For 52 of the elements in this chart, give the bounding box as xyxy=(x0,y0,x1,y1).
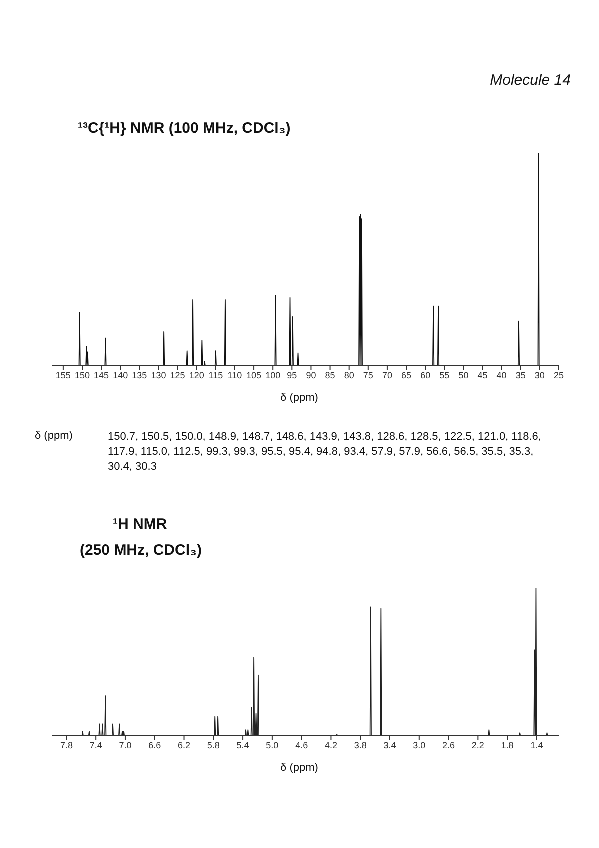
x-tick-label: 30 xyxy=(534,370,545,380)
x-tick-label: 85 xyxy=(325,370,336,380)
x-tick-label: 1.8 xyxy=(501,740,514,750)
x-tick-label: 135 xyxy=(132,370,148,380)
x-tick-label: 90 xyxy=(306,370,316,380)
x-tick-label: 5.8 xyxy=(207,740,220,750)
x-tick-label: 45 xyxy=(478,370,488,380)
x-axis-title: δ (ppm) xyxy=(280,762,320,774)
x-tick-label: 5.0 xyxy=(266,740,279,750)
x-tick-label: 120 xyxy=(189,370,204,380)
x-tick-label: 65 xyxy=(402,370,412,380)
x-tick-label: 7.0 xyxy=(119,740,132,750)
x-tick-label: 155 xyxy=(56,370,71,380)
x-tick-label: 6.6 xyxy=(148,740,162,750)
chart-title: ¹³C{¹H} NMR (100 MHz, CDCl₃) xyxy=(78,120,291,137)
text: Molecule 14 xyxy=(490,72,571,89)
x-tick-label: 105 xyxy=(246,370,262,380)
x-tick-label: 3.8 xyxy=(354,740,367,750)
x-tick-label: 60 xyxy=(420,370,431,380)
x-tick-label: 3.4 xyxy=(384,740,396,750)
x-tick-label: 150 xyxy=(74,370,90,380)
x-tick-label: 4.2 xyxy=(324,740,338,750)
text: δ (ppm) xyxy=(35,430,73,442)
x-tick-label: 40 xyxy=(496,370,507,380)
x-tick-label: 6.2 xyxy=(178,740,191,750)
x-tick-label: 95 xyxy=(287,370,298,380)
x-tick-label: 70 xyxy=(382,370,392,380)
x-tick-label: 145 xyxy=(94,370,110,380)
x-tick-label: 2.2 xyxy=(472,740,484,750)
x-tick-label: 50 xyxy=(458,370,469,380)
x-tick-label: 140 xyxy=(113,370,128,380)
x-tick-label: 35 xyxy=(516,370,526,380)
x-tick-label: 55 xyxy=(440,370,450,380)
x-tick-label: 80 xyxy=(344,370,354,380)
x-tick-label: 3.0 xyxy=(413,740,426,750)
x-tick-label: 100 xyxy=(266,370,281,380)
x-tick-label: 7.8 xyxy=(60,740,73,750)
chart-subtitle: (250 MHz, CDCl₃) xyxy=(80,542,202,559)
x-tick-label: 110 xyxy=(228,370,242,380)
x-tick-label: 1.4 xyxy=(530,740,544,750)
x-axis-title: δ (ppm) xyxy=(280,392,320,404)
chart-title: ¹H NMR xyxy=(113,516,168,533)
x-tick-label: 5.4 xyxy=(236,740,250,750)
x-tick-label: 7.4 xyxy=(90,740,102,750)
x-tick-label: 115 xyxy=(208,370,224,380)
x-tick-label: 4.6 xyxy=(296,740,308,750)
text: 150.7, 150.5, 150.0, 148.9, 148.7, 148.6, 143.9, 143.8, 128.6, 128.5, 122.5, 121.0, 118.6, 117.9, 115.0, 112.5, 99.3, 99.3, 95.5, 95.4, 94.8, 93.4, 57.9, 57.9, 56.6, 56.5, 35.5, 35.3, 30.4, 30.3 xyxy=(108,430,542,475)
x-tick-label: 75 xyxy=(363,370,374,380)
x-tick-label: 125 xyxy=(170,370,186,380)
x-tick-label: 25 xyxy=(554,370,564,380)
x-tick-label: 2.6 xyxy=(442,740,456,750)
x-tick-label: 130 xyxy=(151,370,166,380)
